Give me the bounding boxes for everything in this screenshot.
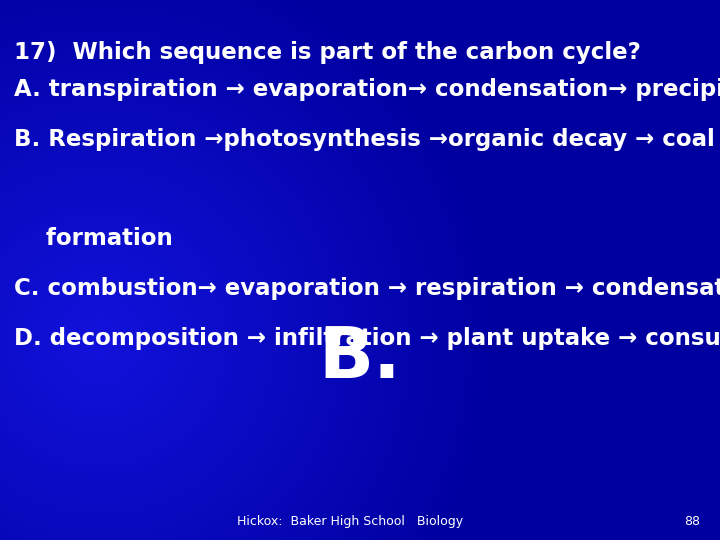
Text: A. transpiration → evaporation→ condensation→ precipitation: A. transpiration → evaporation→ condensa… bbox=[14, 78, 720, 102]
Text: Hickox:  Baker High School   Biology: Hickox: Baker High School Biology bbox=[237, 515, 463, 528]
Text: B. Respiration →photosynthesis →organic decay → coal: B. Respiration →photosynthesis →organic … bbox=[14, 128, 715, 151]
Text: 88: 88 bbox=[684, 515, 700, 528]
Text: B.: B. bbox=[319, 324, 401, 393]
Text: C. combustion→ evaporation → respiration → condensation: C. combustion→ evaporation → respiration… bbox=[14, 277, 720, 300]
Text: 17)  Which sequence is part of the carbon cycle?: 17) Which sequence is part of the carbon… bbox=[14, 40, 641, 64]
Text: D. decomposition → infiltration → plant uptake → consumption: D. decomposition → infiltration → plant … bbox=[14, 327, 720, 350]
Text: formation: formation bbox=[14, 227, 173, 251]
